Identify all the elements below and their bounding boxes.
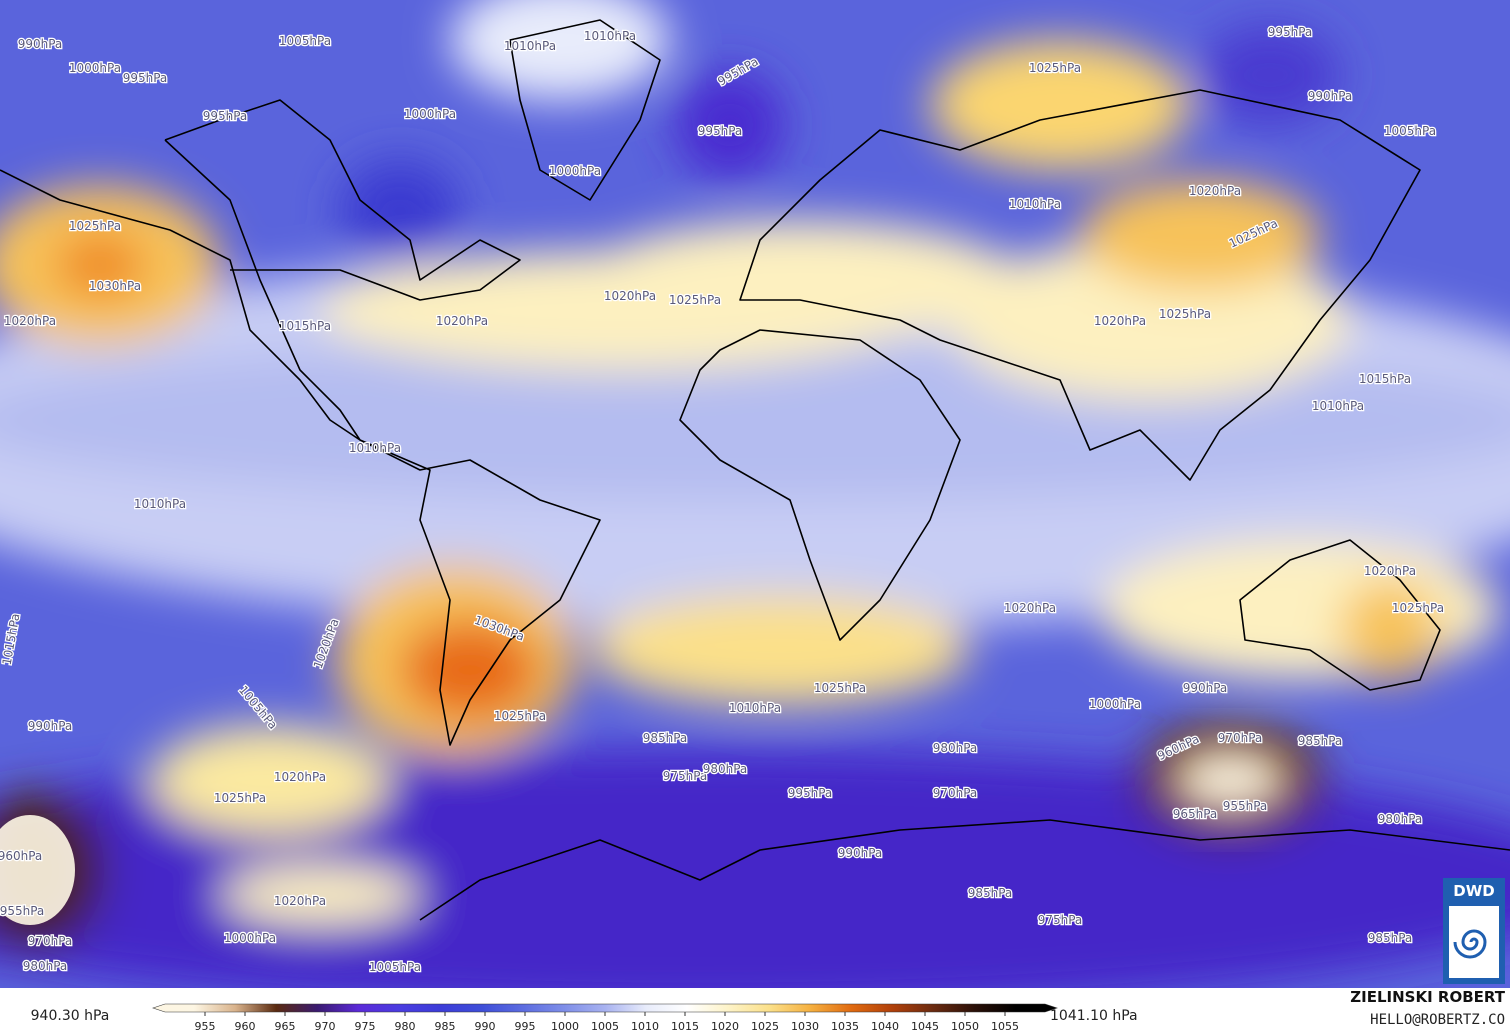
isobar-label: 1000hPa xyxy=(69,61,121,75)
isobar-label: 965hPa xyxy=(1173,807,1218,821)
isobar-label: 995hPa xyxy=(123,71,168,85)
isobar-label: 1020hPa xyxy=(274,894,326,908)
isobar-label: 1010hPa xyxy=(504,39,556,53)
colorbar-tick-label: 1045 xyxy=(911,1020,939,1033)
isobar-label: 1025hPa xyxy=(214,791,266,805)
author: ZIELINSKI ROBERT xyxy=(1350,988,1505,1006)
dwd-logo: DWD xyxy=(1443,878,1505,984)
contact: HELLO@ROBERTZ.CO xyxy=(1370,1012,1505,1028)
isobar-label: 970hPa xyxy=(28,934,73,948)
isobar-label: 1025hPa xyxy=(69,219,121,233)
colorbar-tick-label: 1030 xyxy=(791,1020,819,1033)
isobar-label: 1030hPa xyxy=(89,279,141,293)
isobar-label: 1010hPa xyxy=(1312,399,1364,413)
isobar-label: 990hPa xyxy=(1308,89,1353,103)
isobar-label: 955hPa xyxy=(1223,799,1268,813)
isobar-label: 1010hPa xyxy=(1009,197,1061,211)
colorbar-tick-label: 1000 xyxy=(551,1020,579,1033)
isobar-label: 1025hPa xyxy=(1392,601,1444,615)
colorbar-tick-label: 1040 xyxy=(871,1020,899,1033)
isobar-label: 1020hPa xyxy=(1094,314,1146,328)
isobar-label: 990hPa xyxy=(838,846,883,860)
isobar-label: 1005hPa xyxy=(279,34,331,48)
isobar-label: 980hPa xyxy=(1378,812,1423,826)
isobar-label: 995hPa xyxy=(698,124,743,138)
isobar-label: 985hPa xyxy=(1298,734,1343,748)
colorbar-tick-label: 1055 xyxy=(991,1020,1019,1033)
isobar-label: 1020hPa xyxy=(1364,564,1416,578)
isobar-label: 1000hPa xyxy=(224,931,276,945)
logo-text: DWD xyxy=(1453,882,1494,900)
max-pressure: 1041.10 hPa xyxy=(1050,1008,1138,1024)
isobar-label: 1000hPa xyxy=(1089,697,1141,711)
isobar-label: 985hPa xyxy=(643,731,688,745)
colorbar-tick-label: 1015 xyxy=(671,1020,699,1033)
isobar-label: 1015hPa xyxy=(279,319,331,333)
isobar-label: 1020hPa xyxy=(604,289,656,303)
colorbar-tick-label: 995 xyxy=(515,1020,536,1033)
isobar-label: 995hPa xyxy=(203,109,248,123)
isobar-label: 1025hPa xyxy=(494,709,546,723)
isobar-label: 1020hPa xyxy=(1189,184,1241,198)
colorbar-bar xyxy=(152,1003,1058,1013)
min-pressure: 940.30 hPa xyxy=(31,1008,110,1024)
isobar-label: 1000hPa xyxy=(404,107,456,121)
isobar-label: 1020hPa xyxy=(274,770,326,784)
isobar-label: 1020hPa xyxy=(4,314,56,328)
colorbar-tick-label: 965 xyxy=(275,1020,296,1033)
colorbar-tick-label: 1020 xyxy=(711,1020,739,1033)
colorbar-tick-label: 975 xyxy=(355,1020,376,1033)
isobar-label: 1000hPa xyxy=(549,164,601,178)
isobar-label: 980hPa xyxy=(23,959,68,973)
colorbar-tick-label: 1005 xyxy=(591,1020,619,1033)
isobar-label: 990hPa xyxy=(1183,681,1228,695)
pressure-field xyxy=(0,0,1510,988)
colorbar-tick-label: 990 xyxy=(475,1020,496,1033)
isobar-label: 1005hPa xyxy=(369,960,421,974)
isobar-label: 975hPa xyxy=(1038,913,1083,927)
isobar-label: 1025hPa xyxy=(1159,307,1211,321)
colorbar-tick-label: 1010 xyxy=(631,1020,659,1033)
colorbar-tick-label: 970 xyxy=(315,1020,336,1033)
isobar-label: 980hPa xyxy=(703,762,748,776)
isobar-label: 995hPa xyxy=(788,786,833,800)
colorbar-tick-label: 980 xyxy=(395,1020,416,1033)
isobar-label: 1025hPa xyxy=(1029,61,1081,75)
isobar-label: 985hPa xyxy=(968,886,1013,900)
colorbar-tick-label: 1035 xyxy=(831,1020,859,1033)
isobar-label: 1025hPa xyxy=(669,293,721,307)
isobar-label: 1020hPa xyxy=(436,314,488,328)
isobar-label: 995hPa xyxy=(1268,25,1313,39)
isobar-label: 1010hPa xyxy=(729,701,781,715)
colorbar-tick-label: 955 xyxy=(195,1020,216,1033)
isobar-label: 970hPa xyxy=(1218,731,1263,745)
isobar-label: 1020hPa xyxy=(1004,601,1056,615)
colorbar-tick-label: 960 xyxy=(235,1020,256,1033)
colorbar-tick-label: 1025 xyxy=(751,1020,779,1033)
isobar-label: 975hPa xyxy=(663,769,708,783)
isobar-label: 955hPa xyxy=(0,904,44,918)
isobar-label: 1010hPa xyxy=(349,441,401,455)
isobar-label: 970hPa xyxy=(933,786,978,800)
isobar-label: 1025hPa xyxy=(814,681,866,695)
colorbar: 955 960 965 970 975 980 985 990 995 1000 1005 1010 1… xyxy=(152,1003,1058,1033)
isobar-label: 1015hPa xyxy=(1359,372,1411,386)
colorbar-tick-label: 1050 xyxy=(951,1020,979,1033)
isobar-label: 1010hPa xyxy=(584,29,636,43)
isobar-label: 1010hPa xyxy=(134,497,186,511)
isobar-label: 985hPa xyxy=(1368,931,1413,945)
isobar-label: 990hPa xyxy=(28,719,73,733)
isobar-label: 960hPa xyxy=(0,849,42,863)
isobar-label: 980hPa xyxy=(933,741,978,755)
isobar-label: 990hPa xyxy=(18,37,63,51)
colorbar-tick-label: 985 xyxy=(435,1020,456,1033)
isobar-label: 1005hPa xyxy=(1384,124,1436,138)
